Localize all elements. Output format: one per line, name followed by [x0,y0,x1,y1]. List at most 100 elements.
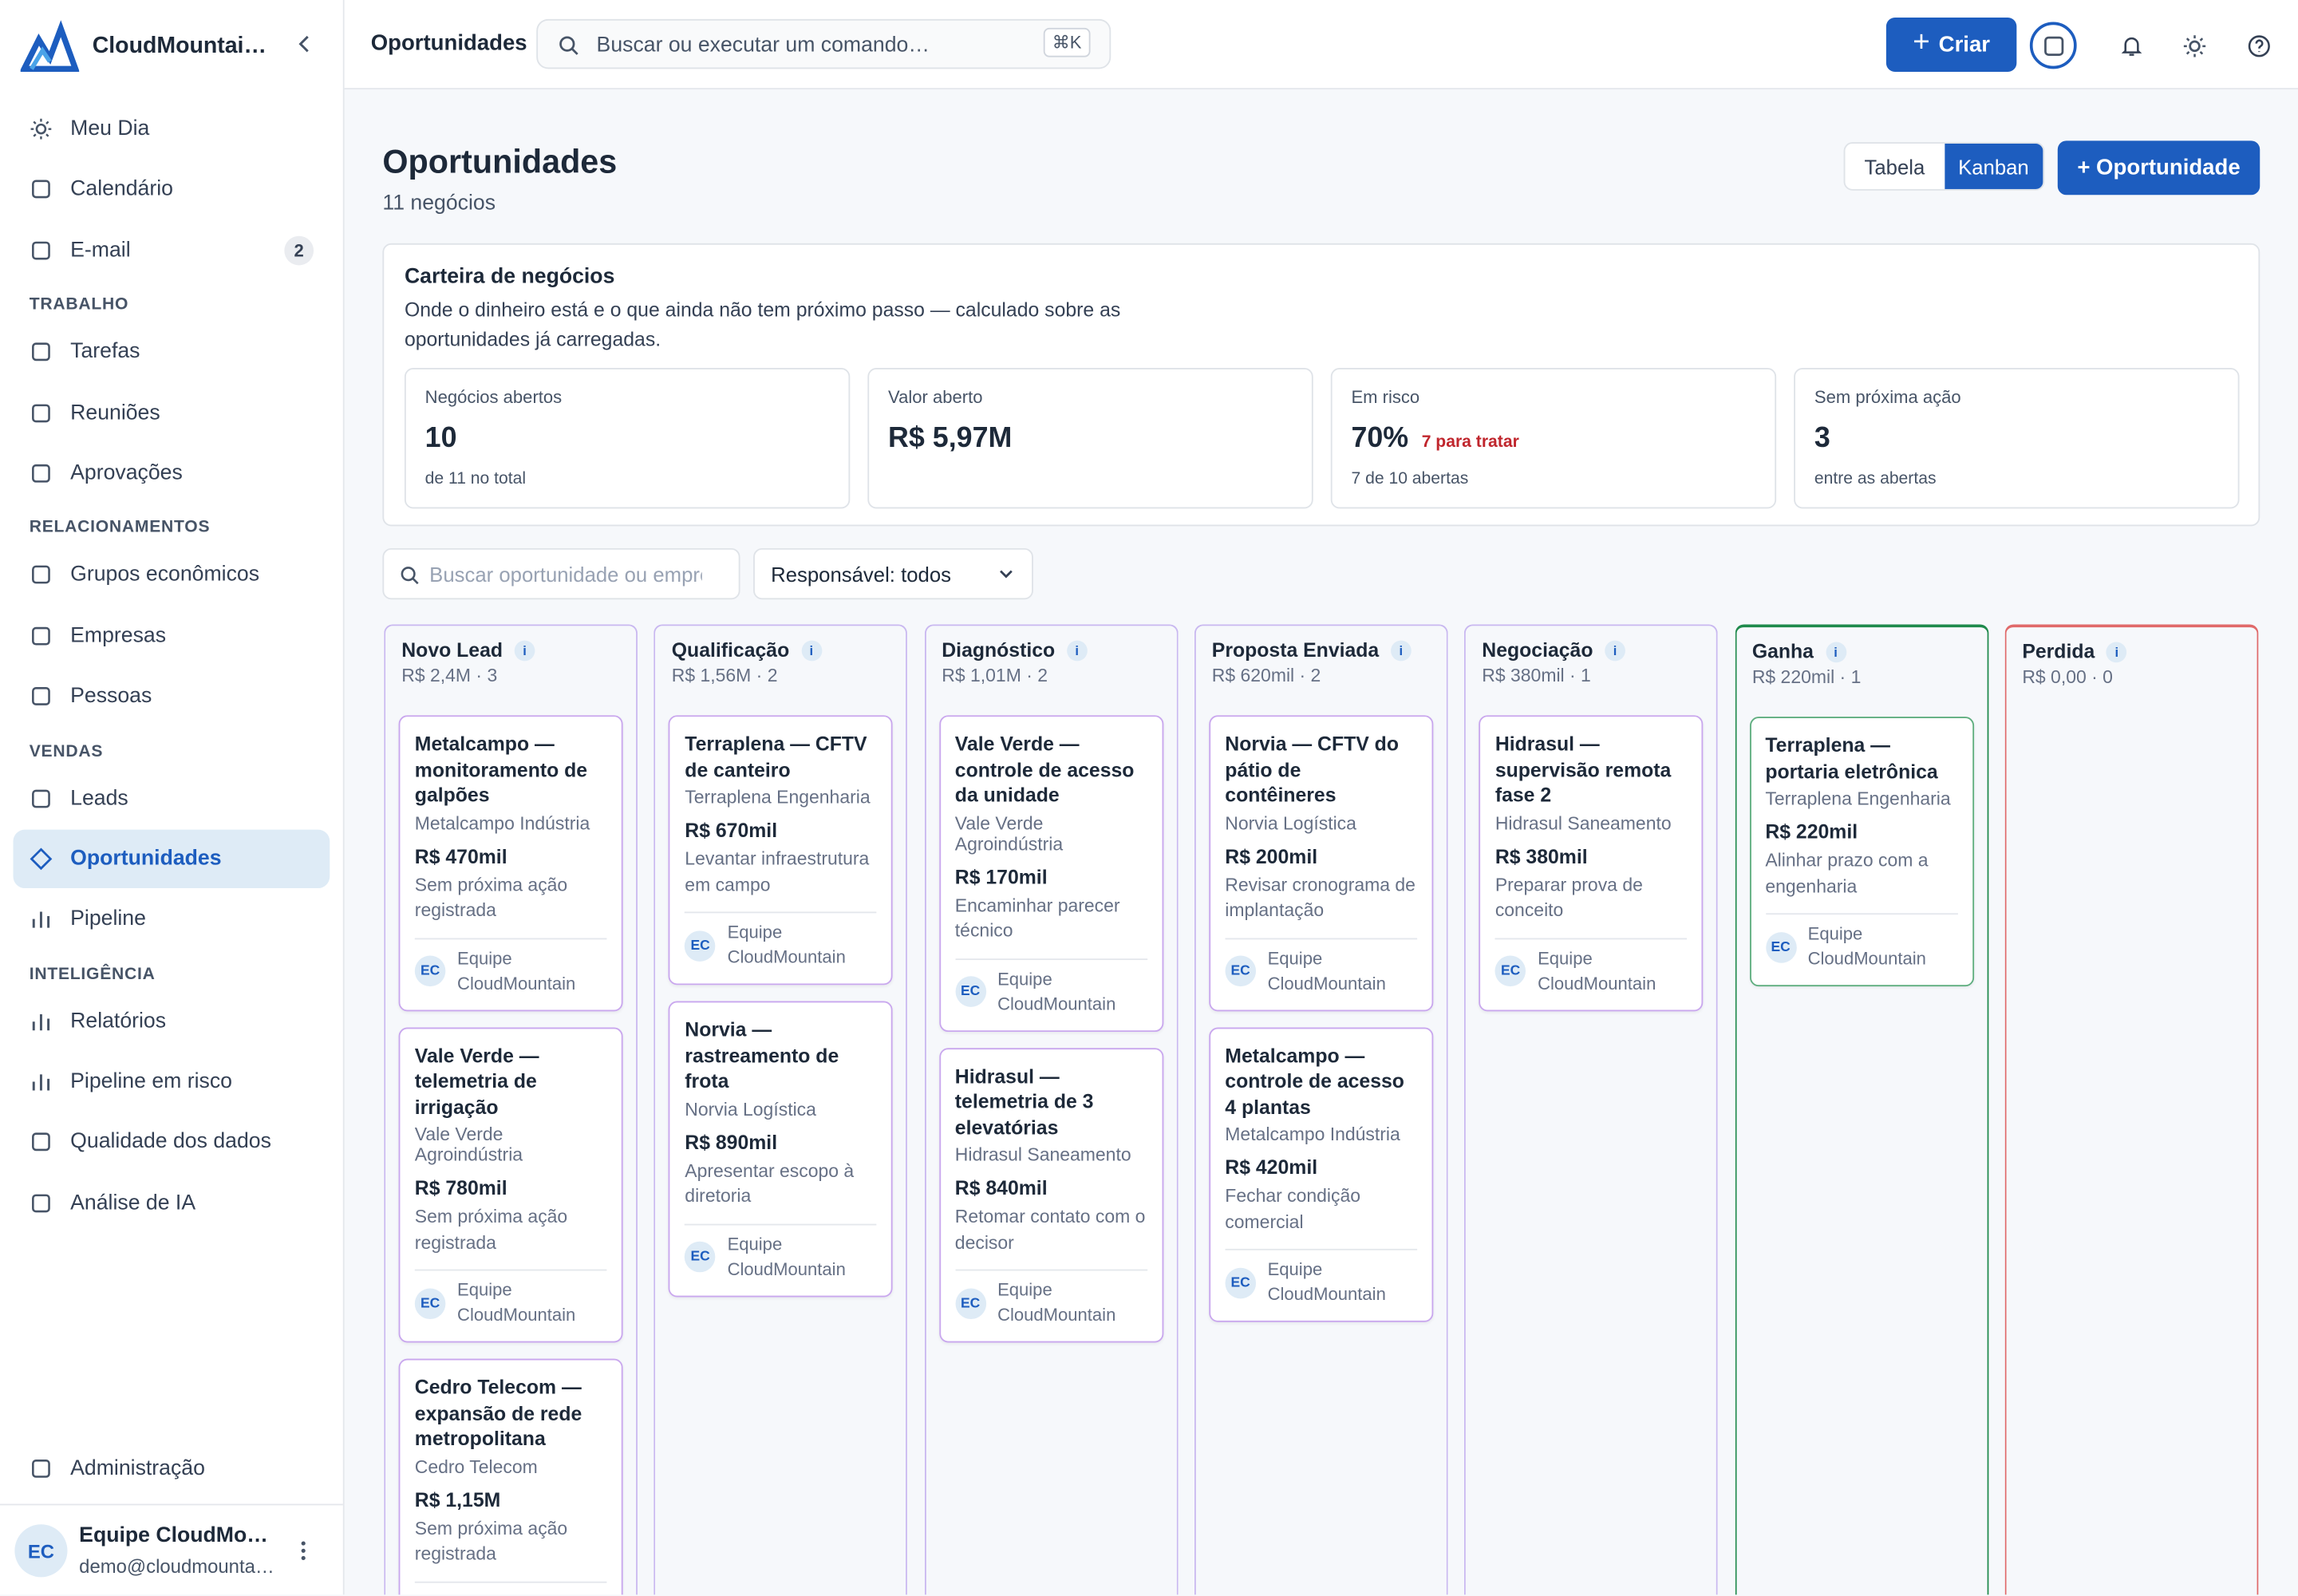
card-owner: EC Equipe CloudMountain [954,958,1147,1016]
nav-item[interactable]: Empresas [14,606,330,665]
opportunity-card[interactable]: Norvia — rastreamento de frota Norvia Log… [669,1001,894,1297]
collapse-button[interactable] [293,32,314,55]
column-summary: R$ 620mil · 2 [1211,665,1321,686]
owner-name: Equipe CloudMountain [727,1233,846,1279]
create-button[interactable]: + Criar [1885,18,2017,73]
owner-select[interactable]: Responsável: todos [753,547,1033,600]
nav-item[interactable]: Grupos econômicos [14,546,330,604]
info-icon[interactable]: i [800,639,822,661]
nav-item[interactable]: Pessoas [14,667,330,725]
metric-label: Valor aberto [888,386,983,408]
nav-icon [32,566,50,585]
nav-heading: RELACIONAMENTOS [29,519,211,537]
opportunity-card[interactable]: Terraplena — portaria eletrônica Terraple… [1749,717,1974,987]
search-placeholder: Buscar ou executar um comando… [596,34,930,57]
nav-label: Reuniões [70,401,160,425]
opportunity-card[interactable]: Metalcampo — controle de acesso 4 planta… [1209,1026,1434,1322]
owner-name: Equipe CloudMountain [1267,1258,1386,1305]
card-company: Norvia Logística [685,1098,816,1120]
column-summary: R$ 380mil · 1 [1482,665,1591,686]
nav-item[interactable]: Pipeline [14,890,330,948]
nav-item[interactable]: Tarefas [14,322,330,381]
opportunity-card[interactable]: Norvia — CFTV do pátio de contêineres Nor… [1209,715,1434,1011]
metric-card: Sem próxima ação 3 entre as abertas [1794,368,2240,509]
nav-badge: 2 [284,235,314,266]
card-next-action: Retomar contato com o decisor [954,1206,1146,1253]
card-company: Vale Verde Agroindústria [414,1124,523,1166]
card-title: Terraplena — portaria eletrônica [1765,734,1938,782]
brand-logo [20,20,80,73]
nav-item[interactable]: Calendário [14,160,330,219]
card-company: Metalcampo Indústria [1225,1124,1400,1145]
card-value: R$ 380mil [1494,844,1588,867]
header-icon-button[interactable] [2029,22,2077,69]
nav-item[interactable]: Relatórios [14,992,330,1050]
nav-item[interactable]: E-mail 2 [14,221,330,279]
nav-item[interactable]: Análise de IA [14,1174,330,1232]
opportunity-card[interactable]: Vale Verde — telemetria de irrigação Vale… [398,1026,623,1343]
brand-name: CloudMountai… [92,34,267,59]
view-option[interactable]: Tabela [1864,154,1925,179]
opportunity-card[interactable]: Hidrasul — supervisão remota fase 2 Hidra… [1479,715,1704,1011]
card-owner: EC Equipe CloudMountain [414,937,607,996]
nav-item[interactable]: Qualidade dos dados [14,1113,330,1171]
user-email: demo@cloudmounta… [79,1555,274,1578]
owner-avatar: EC [414,1287,446,1319]
owner-name: Equipe CloudMountain [1538,947,1656,994]
card-list: Terraplena — portaria eletrônica Terraple… [1736,717,1987,987]
card-next-action: Revisar cronograma de implantação [1225,874,1416,921]
nav-item[interactable]: Oportunidades [13,829,330,888]
column-header: Novo Lead i [385,626,636,661]
header-icon-button[interactable] [2107,22,2154,69]
card-value: R$ 200mil [1225,844,1318,867]
info-icon[interactable]: i [514,639,535,661]
column-header: Perdida i [2006,627,2257,662]
card-next-action: Preparar prova de conceito [1494,874,1643,921]
info-icon[interactable]: i [1605,639,1625,661]
nav-item[interactable]: Reuniões [14,383,330,441]
info-icon[interactable]: i [1825,641,1846,662]
card-next-action: Encaminhar parecer técnico [954,895,1120,942]
opportunity-card[interactable]: Vale Verde — controle de acesso da unida… [938,715,1163,1032]
card-value: R$ 420mil [1225,1156,1318,1179]
nav-item[interactable]: Meu Dia [14,100,330,158]
user-name: Equipe CloudMo… [79,1524,268,1548]
command-search[interactable]: Buscar ou executar um comando… ⌘K [536,18,1111,69]
card-next-action: Alinhar prazo com a engenharia [1765,850,1929,897]
opportunity-search[interactable]: Buscar oportunidade ou empresa [382,547,740,600]
nav-item[interactable]: Administração [14,1440,330,1498]
card-value: R$ 840mil [954,1176,1048,1199]
user-avatar: EC [14,1524,68,1578]
card-list: Metalcampo — monitoramento de galpões Met… [385,715,636,1595]
nav-icon [32,1133,50,1152]
owner-name: Equipe CloudMountain [997,1279,1116,1325]
card-list: Terraplena — CFTV de canteiro Terraplena … [656,715,906,1297]
header-icon-button[interactable] [2170,22,2217,69]
user-menu[interactable] [292,1539,315,1570]
info-icon[interactable]: i [1390,639,1412,661]
header-icon-button[interactable] [2235,22,2282,69]
nav-item[interactable]: Pipeline em risco [14,1053,330,1111]
owner-avatar: EC [954,976,986,1007]
nav-heading: VENDAS [29,742,104,760]
nav-icon [32,1460,50,1478]
column-name: Negociação [1482,638,1593,662]
opportunity-card[interactable]: Cedro Telecom — expansão de rede metropo… [398,1358,623,1595]
column-name: Qualificação [671,638,790,662]
new-opportunity-button[interactable]: + Oportunidade [2057,140,2260,196]
nav-item[interactable]: Leads [14,768,330,827]
metric-label: Em risco [1351,386,1420,408]
nav-label: Pipeline em risco [70,1069,232,1094]
opportunity-card[interactable]: Hidrasul — telemetria de 3 elevatórias Hi… [938,1047,1163,1343]
nav-icon [32,403,50,422]
info-icon[interactable]: i [2106,641,2127,662]
opportunity-card[interactable]: Metalcampo — monitoramento de galpões Met… [398,715,623,1011]
view-option[interactable]: Kanban [1944,144,2043,189]
nav-item[interactable]: Aprovações [14,444,330,502]
column-header: Diagnóstico i [926,626,1176,661]
opportunity-card[interactable]: Terraplena — CFTV de canteiro Terraplena … [669,715,894,986]
nav-icon [32,1074,50,1091]
info-icon[interactable]: i [1066,639,1088,661]
card-owner: EC Equipe CloudMountain [1765,913,1957,971]
